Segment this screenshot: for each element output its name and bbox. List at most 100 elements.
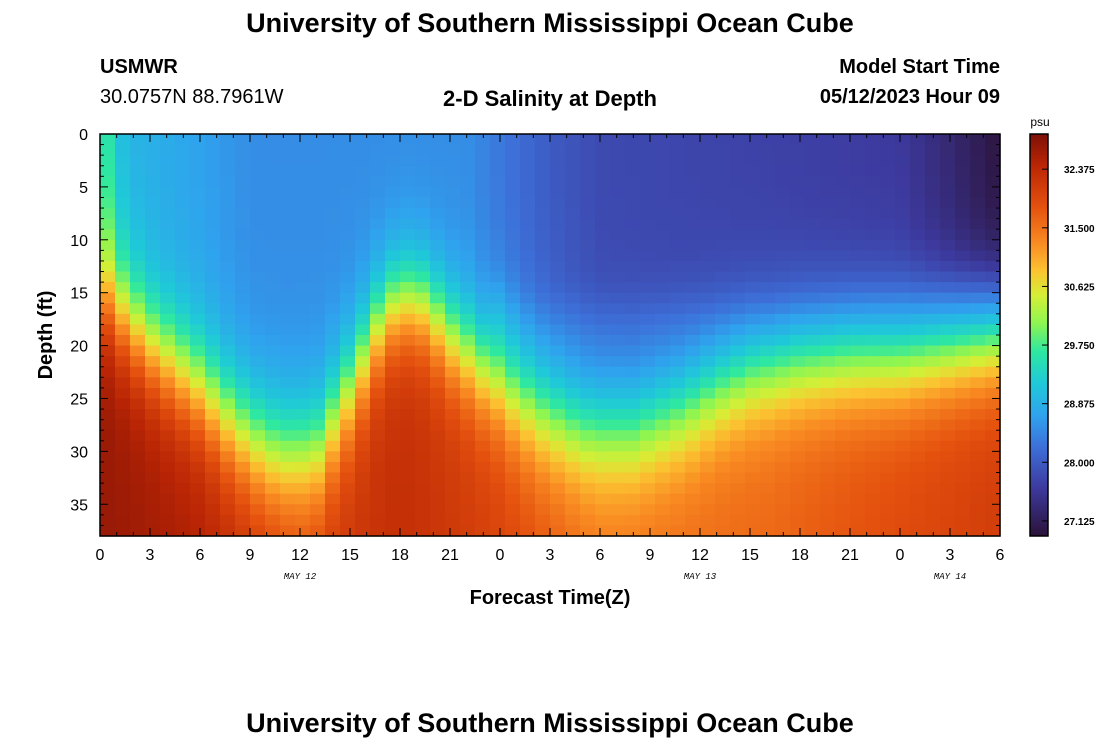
heatmap-cell — [760, 472, 776, 484]
heatmap-cell — [175, 440, 191, 452]
heatmap-cell — [745, 324, 761, 336]
heatmap-cell — [805, 176, 821, 188]
heatmap-cell — [175, 345, 191, 357]
heatmap-cell — [610, 514, 626, 527]
heatmap-cell — [325, 250, 341, 262]
heatmap-cell — [160, 208, 176, 220]
heatmap-cell — [235, 430, 251, 442]
heatmap-cell — [610, 366, 626, 378]
heatmap-cell — [550, 186, 566, 199]
heatmap-cell — [580, 271, 596, 283]
heatmap-cell — [745, 282, 761, 294]
heatmap-cell — [700, 514, 716, 527]
heatmap-cell — [700, 366, 716, 378]
heatmap-cell — [145, 483, 161, 495]
heatmap-cell — [790, 514, 806, 527]
heatmap-cell — [865, 176, 881, 188]
heatmap-cell — [265, 514, 281, 527]
heatmap-cell — [490, 134, 506, 146]
heatmap-cell — [670, 335, 686, 347]
heatmap-cell — [310, 324, 326, 336]
heatmap-cell — [370, 440, 386, 452]
heatmap-cell — [115, 504, 131, 516]
heatmap-cell — [415, 377, 431, 389]
heatmap-cell — [640, 186, 656, 199]
heatmap-cell — [925, 197, 941, 209]
heatmap-cell — [895, 186, 911, 199]
heatmap-cell — [280, 208, 296, 220]
heatmap-cell — [910, 419, 926, 431]
heatmap-cell — [235, 356, 251, 368]
heatmap-cell — [505, 229, 521, 241]
heatmap-cell — [505, 504, 521, 516]
heatmap-cell — [595, 134, 611, 146]
heatmap-cell — [160, 398, 176, 410]
heatmap-cell — [385, 197, 401, 209]
heatmap-cell — [160, 292, 176, 304]
x-tick-label: 15 — [341, 547, 359, 564]
heatmap-cell — [655, 282, 671, 294]
heatmap-cell — [205, 377, 221, 389]
heatmap-cell — [865, 345, 881, 357]
heatmap-cell — [865, 335, 881, 347]
heatmap-cell — [730, 229, 746, 241]
heatmap-cell — [535, 218, 551, 230]
heatmap-cell — [985, 176, 1001, 188]
heatmap-cell — [760, 260, 776, 273]
heatmap-cell — [130, 218, 146, 230]
heatmap-cell — [415, 356, 431, 368]
heatmap-cell — [100, 292, 116, 304]
heatmap-cell — [265, 282, 281, 294]
heatmap-cell — [175, 292, 191, 304]
heatmap-cell — [415, 504, 431, 516]
heatmap-cell — [520, 504, 536, 516]
heatmap-cell — [880, 144, 896, 156]
heatmap-cell — [250, 377, 266, 389]
heatmap-cell — [400, 451, 416, 463]
heatmap-cell — [700, 409, 716, 421]
heatmap-cell — [760, 366, 776, 378]
heatmap-cell — [415, 208, 431, 220]
heatmap-cell — [580, 461, 596, 474]
heatmap-cell — [475, 292, 491, 304]
heatmap-cell — [565, 134, 581, 146]
heatmap-cell — [565, 271, 581, 283]
heatmap-cell — [205, 144, 221, 156]
heatmap-cell — [280, 186, 296, 199]
heatmap-cell — [100, 250, 116, 262]
heatmap-cell — [535, 282, 551, 294]
heatmap-cell — [370, 366, 386, 378]
heatmap-cell — [715, 186, 731, 199]
heatmap-cell — [565, 218, 581, 230]
heatmap-cell — [580, 514, 596, 527]
heatmap-cell — [820, 208, 836, 220]
heatmap-cell — [910, 218, 926, 230]
heatmap-cell — [835, 282, 851, 294]
heatmap-cell — [460, 250, 476, 262]
heatmap-cell — [565, 282, 581, 294]
heatmap-cell — [610, 165, 626, 177]
heatmap-cell — [415, 324, 431, 336]
heatmap-cell — [925, 345, 941, 357]
heatmap-cell — [505, 218, 521, 230]
heatmap-cell — [610, 239, 626, 251]
heatmap-cell — [325, 324, 341, 336]
heatmap-cell — [700, 144, 716, 156]
heatmap-cell — [190, 335, 206, 347]
heatmap-cell — [370, 356, 386, 368]
heatmap-cell — [250, 387, 266, 400]
heatmap-cell — [535, 250, 551, 262]
heatmap-cell — [490, 303, 506, 315]
heatmap-cell — [115, 356, 131, 368]
heatmap-cell — [550, 208, 566, 220]
heatmap-cell — [595, 483, 611, 495]
heatmap-cell — [160, 472, 176, 484]
heatmap-cell — [565, 239, 581, 251]
heatmap-cell — [820, 345, 836, 357]
heatmap-cell — [775, 271, 791, 283]
heatmap-cell — [700, 525, 716, 537]
heatmap-cell — [580, 218, 596, 230]
heatmap-cell — [520, 514, 536, 527]
heatmap-cell — [460, 165, 476, 177]
heatmap-cell — [685, 483, 701, 495]
